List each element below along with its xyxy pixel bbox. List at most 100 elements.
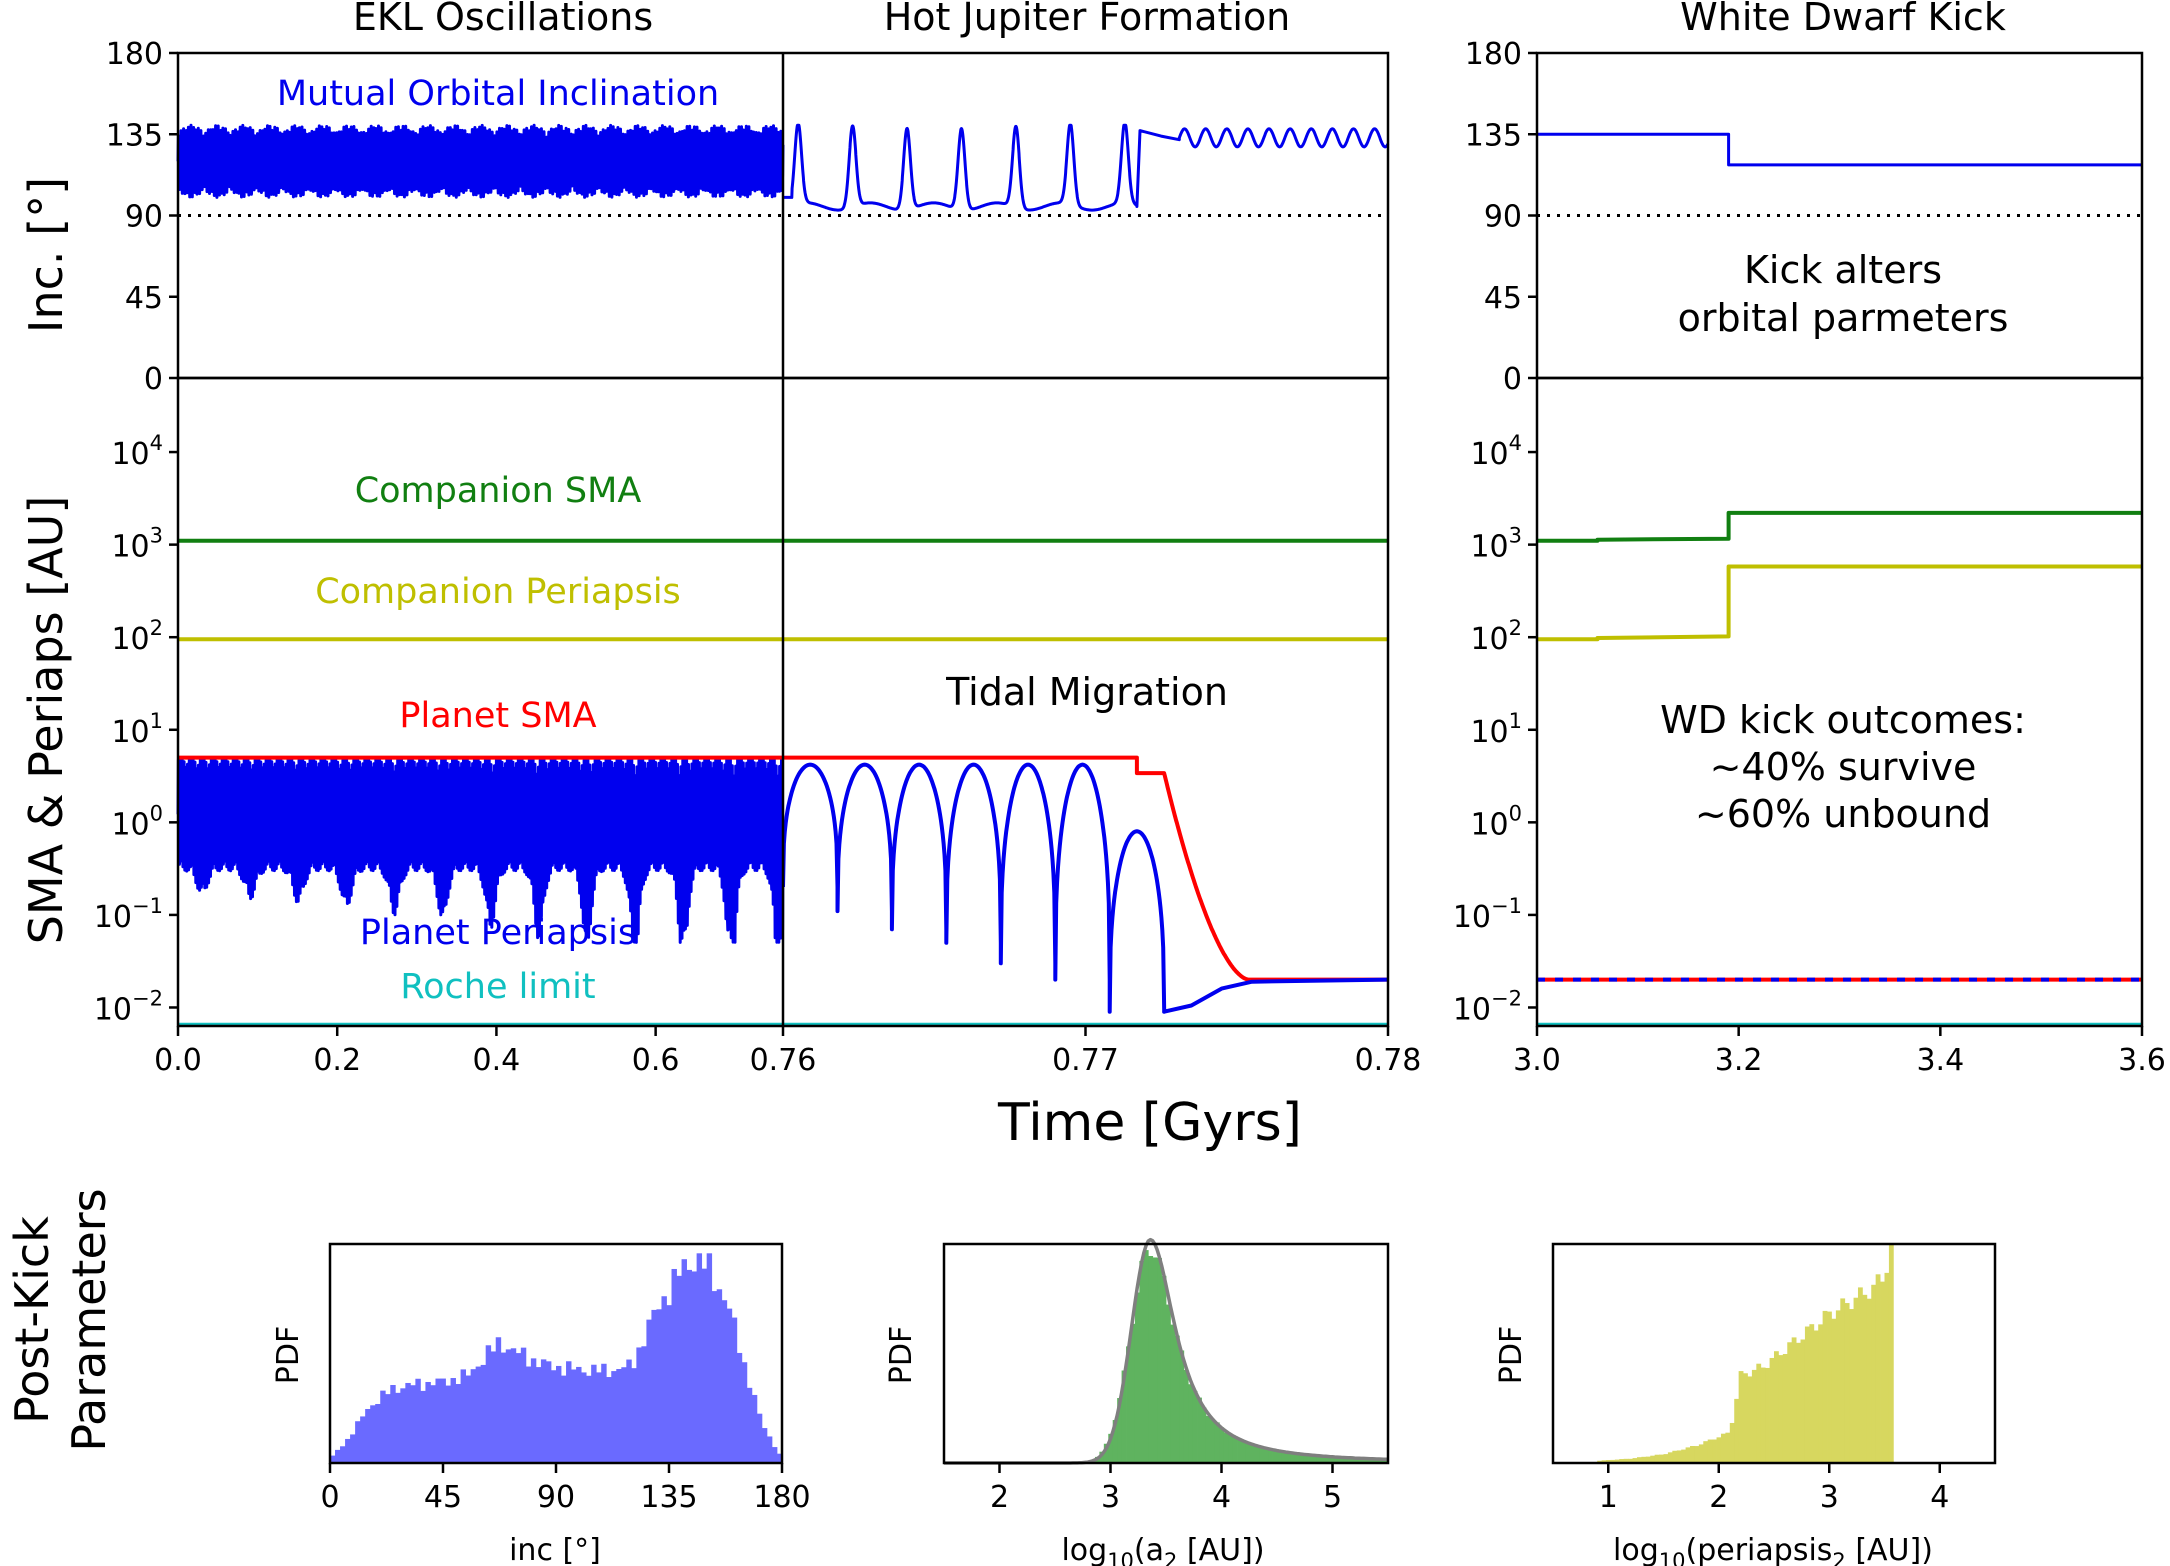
- inc-ytick-label: 0: [144, 362, 163, 397]
- histogram-bar: [1228, 1434, 1233, 1463]
- time-xtick-label: 0.77: [1052, 1043, 1119, 1078]
- sma-ytick-label: 104: [111, 431, 163, 472]
- histogram-bar: [1857, 1287, 1863, 1463]
- histogram-bar: [330, 1455, 336, 1463]
- histogram-bar: [1822, 1310, 1828, 1463]
- histogram-bar: [771, 1447, 778, 1463]
- histogram-bar: [1747, 1376, 1753, 1463]
- histogram-bar: [380, 1390, 386, 1463]
- sma-ytick-label: 10−1: [1453, 894, 1522, 935]
- histogram-bar: [1636, 1457, 1642, 1463]
- histogram-bar: [390, 1385, 396, 1463]
- histogram-xtick-label: 90: [537, 1480, 575, 1515]
- histogram-bar: [1161, 1275, 1167, 1463]
- time-xtick-label: 3.2: [1715, 1043, 1763, 1078]
- histogram-bar: [1379, 1459, 1384, 1463]
- time-xtick-label: 0.78: [1355, 1043, 1422, 1078]
- histogram-xtick-label: 1: [1599, 1480, 1618, 1515]
- histogram-bar: [1308, 1454, 1313, 1463]
- histogram-bar: [1192, 1390, 1198, 1463]
- sma-ytick-label: 101: [1470, 709, 1522, 750]
- histogram-bar: [571, 1369, 577, 1463]
- time-xtick-label: 0.6: [632, 1043, 680, 1078]
- histogram-frame: [1551, 1242, 1997, 1465]
- histogram-bar: [525, 1366, 532, 1463]
- hj-inclination-line: [781, 123, 1390, 212]
- histogram-bar: [445, 1385, 451, 1463]
- label-wd-survive: ~40% survive: [1710, 745, 1977, 789]
- histogram-bar: [1884, 1272, 1890, 1463]
- histogram-bar: [1290, 1452, 1296, 1463]
- sma-ytick-exponent: 3: [1509, 524, 1522, 548]
- histogram-bar: [1210, 1419, 1216, 1463]
- histogram-bar: [1716, 1437, 1722, 1463]
- histogram-bar: [1703, 1441, 1709, 1463]
- inc-ytick-label: 135: [1465, 118, 1522, 153]
- histogram-bar: [651, 1309, 657, 1463]
- histogram-bar: [1751, 1369, 1757, 1463]
- sma-ytick-exponent: 2: [150, 616, 163, 640]
- histogram-bar: [1281, 1452, 1287, 1463]
- histogram-bar: [611, 1371, 617, 1463]
- histogram-bar: [1259, 1447, 1265, 1463]
- histogram-xtick-label: 2: [990, 1480, 1009, 1515]
- histogram-bar: [510, 1348, 517, 1463]
- sma-axes-frame-right: [1535, 376, 2144, 1028]
- histogram-xtick-label: 3: [1101, 1480, 1120, 1515]
- histogram-bar: [1813, 1330, 1819, 1463]
- histogram-bar: [761, 1428, 768, 1463]
- histogram-bar: [1365, 1458, 1371, 1463]
- histogram-bar: [1734, 1398, 1740, 1463]
- histogram-bar: [1219, 1427, 1225, 1463]
- hist-peri-xlabel: log10(periapsis2 [AU]): [1613, 1533, 1933, 1566]
- sma-ytick-label: 103: [111, 524, 163, 565]
- sma-ytick-base: 10: [94, 992, 132, 1027]
- histogram-bar: [505, 1349, 512, 1463]
- sma-ytick-label: 10−1: [94, 894, 163, 935]
- sma-ytick-base: 10: [111, 807, 149, 842]
- histogram-bar: [1361, 1458, 1367, 1463]
- sma-ytick-exponent: 0: [1509, 801, 1522, 825]
- histogram-bar: [691, 1271, 698, 1463]
- histogram-bar: [550, 1370, 557, 1463]
- histogram-bar: [490, 1351, 497, 1463]
- histogram-bar: [1103, 1443, 1109, 1463]
- label-tidal-migration: Tidal Migration: [945, 670, 1228, 714]
- histogram-bar: [736, 1352, 743, 1463]
- histogram-bar: [1188, 1384, 1194, 1463]
- histogram-bar: [480, 1364, 487, 1463]
- histogram-bar: [1205, 1415, 1211, 1463]
- sma-ytick-label: 104: [1470, 431, 1522, 472]
- inc-ytick-label: 180: [106, 37, 163, 72]
- time-xtick-label: 0.0: [154, 1043, 202, 1078]
- histogram-bar: [1374, 1459, 1380, 1463]
- histogram-bar: [425, 1381, 431, 1463]
- histogram-bar: [1659, 1454, 1664, 1463]
- histogram-bar: [1268, 1449, 1273, 1463]
- histogram-bar: [1352, 1458, 1358, 1463]
- histogram-bar: [1610, 1459, 1616, 1463]
- sma-ytick-base: 10: [1470, 715, 1508, 750]
- histogram-bar: [1134, 1292, 1140, 1463]
- sma-ytick-exponent: −2: [132, 986, 163, 1010]
- histogram-bar: [1871, 1284, 1877, 1463]
- histogram-bar: [1818, 1324, 1824, 1463]
- histogram-bar: [420, 1390, 426, 1463]
- histogram-bar: [515, 1353, 522, 1463]
- inc-ylabel: Inc. [°]: [19, 177, 73, 333]
- label-companion-sma: Companion SMA: [355, 471, 642, 511]
- histogram-bar: [1223, 1432, 1229, 1463]
- histogram-bar: [1738, 1371, 1744, 1463]
- histogram-bar: [701, 1268, 708, 1463]
- histogram-bar: [1157, 1258, 1162, 1463]
- histogram-bar: [741, 1362, 748, 1463]
- histogram-bar: [1831, 1318, 1837, 1463]
- histogram-bar: [1166, 1304, 1171, 1463]
- sma-ytick-base: 10: [1470, 437, 1508, 472]
- histogram-bar: [1214, 1422, 1220, 1463]
- label-planet-periapsis: Planet Periapsis: [360, 913, 636, 953]
- sma-ytick-base: 10: [1470, 530, 1508, 565]
- histogram-bar: [405, 1382, 411, 1463]
- histogram-bar: [1245, 1443, 1251, 1463]
- histogram-bar: [1325, 1456, 1331, 1463]
